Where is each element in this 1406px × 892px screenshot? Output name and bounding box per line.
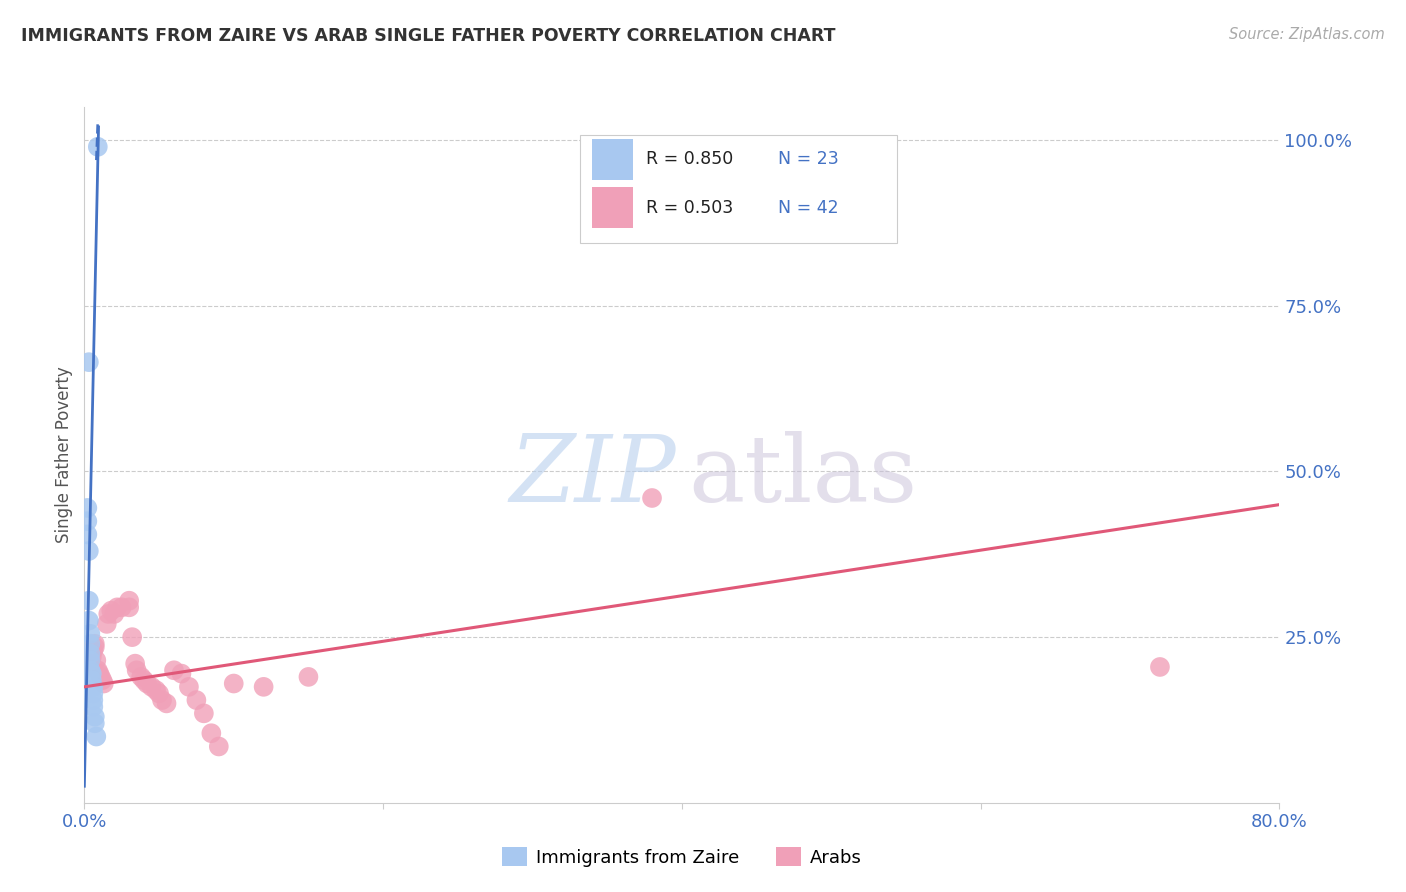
Point — [79, 653, 101, 667]
Text: R = 0.850: R = 0.850 — [647, 150, 734, 169]
Point — [86, 653, 108, 667]
Legend: Immigrants from Zaire, Arabs: Immigrants from Zaire, Arabs — [495, 840, 869, 874]
Point — [82, 686, 104, 700]
Point — [86, 730, 108, 744]
Point — [83, 637, 105, 651]
Point — [163, 663, 186, 677]
Point — [132, 673, 156, 688]
Point — [208, 739, 231, 754]
Point — [97, 607, 120, 621]
Point — [77, 355, 100, 369]
Point — [170, 666, 193, 681]
Point — [103, 607, 125, 621]
Point — [89, 666, 111, 681]
Point — [253, 680, 276, 694]
Point — [222, 676, 245, 690]
Point — [200, 726, 222, 740]
Text: N = 23: N = 23 — [778, 150, 838, 169]
FancyBboxPatch shape — [592, 138, 633, 180]
Point — [150, 693, 173, 707]
Point — [155, 697, 177, 711]
Text: Source: ZipAtlas.com: Source: ZipAtlas.com — [1229, 27, 1385, 42]
Point — [82, 693, 104, 707]
Point — [100, 604, 122, 618]
Point — [77, 614, 100, 628]
Point — [79, 637, 101, 651]
Point — [77, 544, 100, 558]
Point — [193, 706, 215, 721]
FancyBboxPatch shape — [581, 135, 897, 243]
Point — [79, 663, 101, 677]
Y-axis label: Single Father Poverty: Single Father Poverty — [55, 367, 73, 543]
Point — [141, 680, 163, 694]
Point — [80, 673, 103, 688]
Point — [129, 670, 152, 684]
Point — [80, 650, 103, 665]
FancyBboxPatch shape — [592, 187, 633, 228]
Point — [148, 686, 170, 700]
Point — [83, 709, 105, 723]
Point — [80, 666, 103, 681]
Point — [136, 676, 159, 690]
Point — [111, 600, 134, 615]
Point — [79, 657, 101, 671]
Point — [91, 673, 114, 688]
Text: N = 42: N = 42 — [778, 199, 838, 217]
Point — [82, 680, 104, 694]
Point — [76, 500, 98, 515]
Point — [105, 600, 128, 615]
Point — [87, 140, 110, 154]
Point — [77, 593, 100, 607]
Point — [87, 663, 110, 677]
Text: R = 0.503: R = 0.503 — [647, 199, 734, 217]
Point — [641, 491, 664, 505]
Point — [93, 676, 115, 690]
Point — [297, 670, 319, 684]
Point — [118, 600, 141, 615]
Point — [79, 627, 101, 641]
Point — [118, 593, 141, 607]
Point — [80, 680, 103, 694]
Text: IMMIGRANTS FROM ZAIRE VS ARAB SINGLE FATHER POVERTY CORRELATION CHART: IMMIGRANTS FROM ZAIRE VS ARAB SINGLE FAT… — [21, 27, 835, 45]
Point — [83, 716, 105, 731]
Point — [1149, 660, 1171, 674]
Point — [121, 630, 143, 644]
Point — [82, 643, 104, 657]
Point — [186, 693, 208, 707]
Point — [79, 647, 101, 661]
Point — [90, 670, 112, 684]
Point — [125, 663, 148, 677]
Point — [76, 514, 98, 528]
Text: ZIP: ZIP — [509, 431, 676, 521]
Point — [124, 657, 146, 671]
Point — [177, 680, 200, 694]
Text: atlas: atlas — [688, 431, 917, 521]
Point — [82, 699, 104, 714]
Point — [76, 527, 98, 541]
Point — [83, 640, 105, 654]
Point — [96, 616, 118, 631]
Point — [145, 683, 167, 698]
